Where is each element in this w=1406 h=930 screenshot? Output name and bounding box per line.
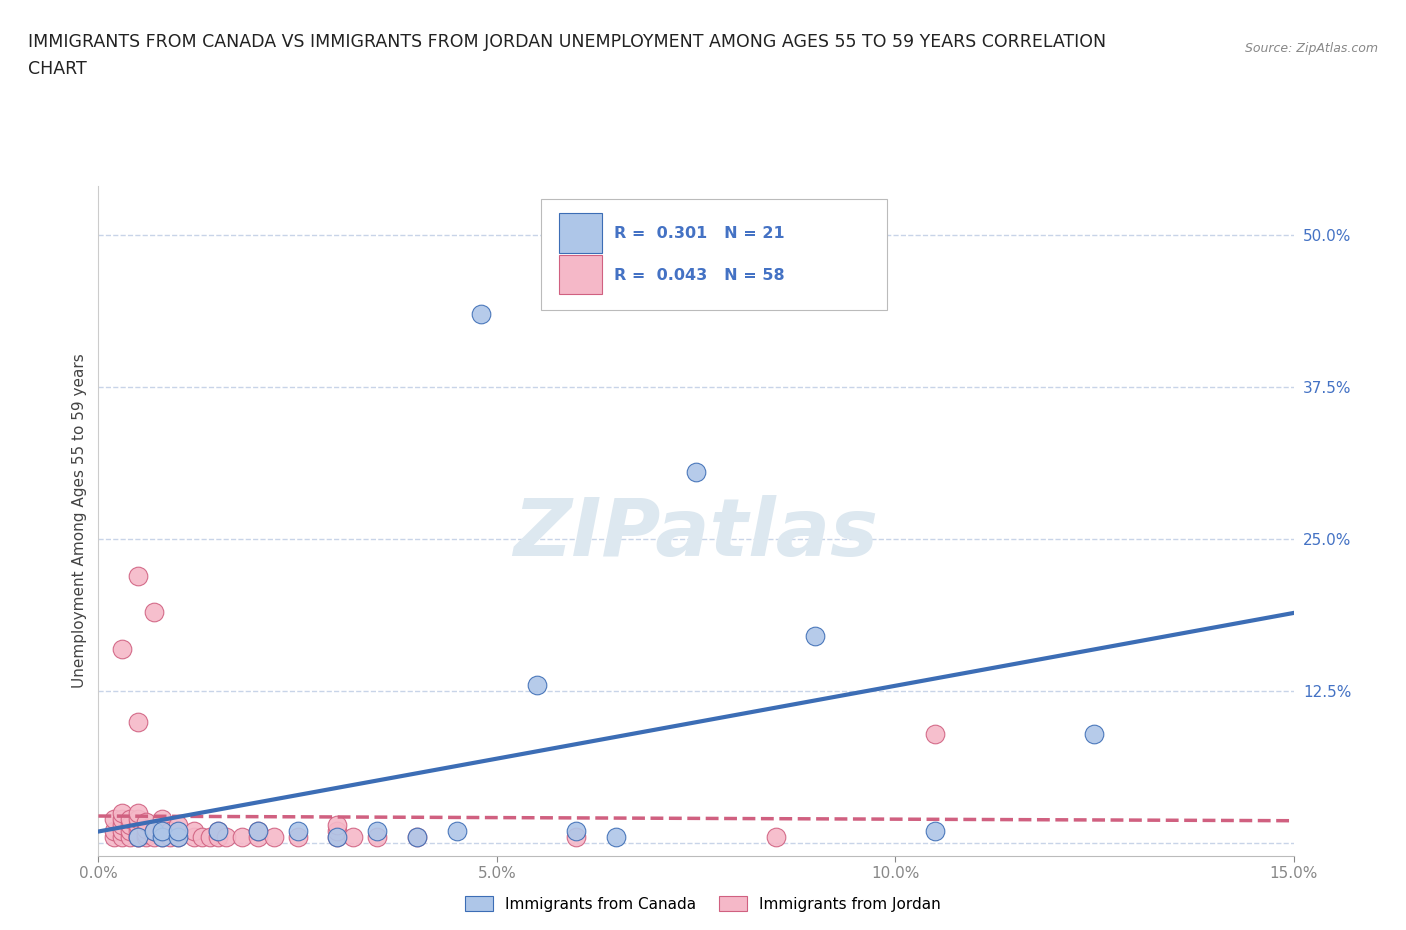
Point bbox=[215, 830, 238, 844]
Text: IMMIGRANTS FROM CANADA VS IMMIGRANTS FROM JORDAN UNEMPLOYMENT AMONG AGES 55 TO 5: IMMIGRANTS FROM CANADA VS IMMIGRANTS FRO… bbox=[28, 33, 1107, 50]
FancyBboxPatch shape bbox=[558, 255, 602, 295]
FancyBboxPatch shape bbox=[540, 199, 887, 310]
Point bbox=[159, 824, 181, 839]
FancyBboxPatch shape bbox=[558, 214, 602, 253]
Text: Source: ZipAtlas.com: Source: ZipAtlas.com bbox=[1244, 42, 1378, 55]
Point bbox=[135, 814, 157, 829]
Point bbox=[167, 830, 190, 844]
Point bbox=[167, 824, 190, 839]
Point bbox=[120, 824, 142, 839]
Point bbox=[406, 830, 429, 844]
Point bbox=[246, 824, 269, 839]
Point bbox=[565, 830, 588, 844]
Point bbox=[127, 568, 149, 583]
Point bbox=[150, 812, 173, 827]
Point bbox=[446, 824, 468, 839]
Point bbox=[111, 641, 134, 656]
Point bbox=[263, 830, 285, 844]
Point bbox=[103, 812, 125, 827]
Point bbox=[127, 812, 149, 827]
Point bbox=[191, 830, 214, 844]
Point bbox=[183, 830, 205, 844]
Point bbox=[207, 830, 229, 844]
Point bbox=[326, 830, 349, 844]
Point bbox=[135, 821, 157, 836]
Point bbox=[406, 830, 429, 844]
Point bbox=[924, 824, 946, 839]
Point bbox=[526, 678, 548, 693]
Point bbox=[246, 830, 269, 844]
Point bbox=[111, 824, 134, 839]
Point bbox=[765, 830, 787, 844]
Point bbox=[127, 830, 149, 844]
Point bbox=[150, 830, 173, 844]
Point bbox=[127, 714, 149, 729]
Point bbox=[342, 830, 364, 844]
Point bbox=[120, 830, 142, 844]
Point bbox=[207, 824, 229, 839]
Point bbox=[127, 805, 149, 820]
Point bbox=[150, 824, 173, 839]
Point bbox=[120, 812, 142, 827]
Point bbox=[143, 824, 166, 839]
Y-axis label: Unemployment Among Ages 55 to 59 years: Unemployment Among Ages 55 to 59 years bbox=[72, 353, 87, 688]
Point bbox=[183, 824, 205, 839]
Point bbox=[198, 830, 221, 844]
Point bbox=[135, 830, 157, 844]
Point bbox=[103, 830, 125, 844]
Point bbox=[287, 830, 309, 844]
Point bbox=[143, 824, 166, 839]
Text: CHART: CHART bbox=[28, 60, 87, 78]
Legend: Immigrants from Canada, Immigrants from Jordan: Immigrants from Canada, Immigrants from … bbox=[460, 889, 946, 918]
Point bbox=[143, 830, 166, 844]
Point bbox=[804, 629, 827, 644]
Point bbox=[127, 817, 149, 832]
Point bbox=[470, 306, 492, 321]
Point bbox=[366, 830, 388, 844]
Point bbox=[246, 824, 269, 839]
Point bbox=[111, 817, 134, 832]
Point bbox=[326, 817, 349, 832]
Point bbox=[150, 824, 173, 839]
Text: ZIPatlas: ZIPatlas bbox=[513, 495, 879, 573]
Point bbox=[326, 830, 349, 844]
Point bbox=[143, 604, 166, 619]
Point bbox=[1083, 726, 1105, 741]
Point bbox=[111, 830, 134, 844]
Point bbox=[103, 824, 125, 839]
Point bbox=[167, 817, 190, 832]
Point bbox=[150, 830, 173, 844]
Point bbox=[231, 830, 253, 844]
Point bbox=[150, 817, 173, 832]
Point bbox=[159, 830, 181, 844]
Point bbox=[120, 817, 142, 832]
Point bbox=[127, 830, 149, 844]
Point bbox=[111, 805, 134, 820]
Text: R =  0.301   N = 21: R = 0.301 N = 21 bbox=[613, 226, 785, 241]
Point bbox=[366, 824, 388, 839]
Point bbox=[685, 465, 707, 480]
Point bbox=[326, 824, 349, 839]
Point bbox=[605, 830, 627, 844]
Point bbox=[167, 830, 190, 844]
Point bbox=[127, 830, 149, 844]
Point bbox=[207, 824, 229, 839]
Point bbox=[111, 812, 134, 827]
Point bbox=[924, 726, 946, 741]
Point bbox=[127, 824, 149, 839]
Point bbox=[565, 824, 588, 839]
Point bbox=[287, 824, 309, 839]
Point bbox=[167, 824, 190, 839]
Point bbox=[135, 826, 157, 841]
Text: R =  0.043   N = 58: R = 0.043 N = 58 bbox=[613, 268, 785, 283]
